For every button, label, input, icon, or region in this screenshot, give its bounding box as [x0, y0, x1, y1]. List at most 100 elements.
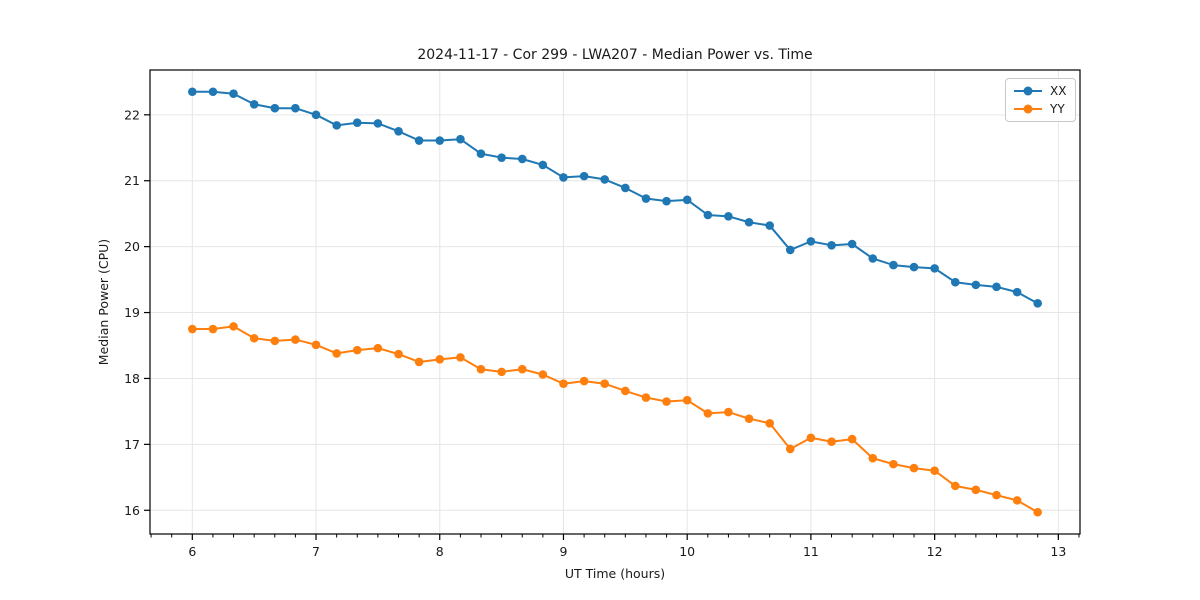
- series-YY-marker: [806, 433, 816, 443]
- series-XX-marker: [229, 89, 238, 99]
- x-tick-label: 6: [188, 544, 196, 559]
- series-YY-marker: [270, 336, 280, 346]
- series-XX-marker: [517, 154, 527, 164]
- series-XX-marker: [600, 175, 609, 184]
- series-YY-marker: [744, 414, 754, 423]
- series-YY-marker: [249, 333, 259, 343]
- series-XX-marker: [579, 171, 589, 181]
- series-XX-marker: [497, 153, 506, 162]
- series-XX-line: [192, 90, 1039, 305]
- series-YY-marker: [909, 463, 919, 473]
- legend-swatch-xx: [1014, 86, 1042, 96]
- legend-item-xx: XX: [1014, 83, 1067, 99]
- series-YY-marker: [435, 355, 445, 364]
- series-YY-marker: [765, 418, 775, 428]
- series-XX-marker: [394, 126, 403, 136]
- series-XX-marker: [476, 149, 486, 159]
- x-tick-label: 13: [1050, 544, 1066, 559]
- series-YY-marker: [394, 349, 403, 359]
- y-tick-label: 18: [124, 371, 140, 386]
- legend-swatch-yy: [1014, 104, 1042, 114]
- series-XX-marker: [435, 136, 445, 145]
- legend-marker-xx-icon: [1023, 86, 1033, 96]
- series-XX-marker: [456, 134, 465, 144]
- series-YY-marker: [538, 370, 548, 379]
- series-YY-marker: [373, 343, 383, 353]
- legend-item-yy: YY: [1014, 101, 1067, 117]
- y-tick-label: 16: [124, 503, 140, 518]
- x-tick-label: 10: [679, 544, 695, 559]
- series-XX-marker: [208, 87, 218, 97]
- y-tick-label: 21: [124, 173, 140, 188]
- series-YY-marker: [332, 349, 341, 358]
- series-XX-marker: [352, 118, 362, 128]
- series-XX-marker: [641, 194, 651, 203]
- series-YY-marker: [476, 364, 486, 374]
- series-XX-marker: [992, 282, 1001, 292]
- series-YY-marker: [559, 379, 568, 389]
- series-XX-marker: [538, 160, 548, 170]
- series-XX-marker: [889, 260, 898, 270]
- series-YY-marker: [311, 340, 321, 350]
- series-XX-marker: [1033, 299, 1042, 308]
- series-YY-marker: [621, 386, 630, 396]
- series-XX-marker: [806, 237, 816, 246]
- series-YY-marker: [868, 453, 878, 463]
- series-YY-marker: [188, 324, 197, 334]
- y-tick-label: 19: [124, 305, 140, 320]
- x-tick-label: 7: [312, 544, 320, 559]
- x-tick-label: 9: [559, 544, 567, 559]
- series-YY-marker: [497, 367, 506, 377]
- series-YY-marker: [1012, 496, 1022, 505]
- series-XX-marker: [188, 87, 197, 97]
- series-XX-marker: [270, 103, 280, 113]
- x-axis-label: UT Time (hours): [565, 566, 665, 581]
- y-tick-label: 22: [124, 107, 140, 122]
- series-XX-marker: [373, 119, 383, 128]
- series-XX-marker: [1012, 287, 1022, 297]
- series-XX-marker: [703, 210, 713, 220]
- legend-marker-yy-icon: [1023, 104, 1033, 114]
- series-YY-marker: [291, 335, 300, 344]
- y-axis-label: Median Power (CPU): [96, 239, 111, 365]
- plot-border: [149, 69, 1081, 535]
- series-YY-marker: [641, 393, 651, 402]
- series-YY-marker: [682, 395, 692, 405]
- series-XX-marker: [291, 103, 300, 113]
- series-YY-marker: [414, 357, 424, 367]
- legend-label-yy: YY: [1050, 102, 1065, 116]
- series-XX-marker: [311, 110, 321, 120]
- series-XX-marker: [827, 241, 836, 250]
- series-XX-marker: [909, 262, 919, 272]
- series-YY-marker: [724, 407, 733, 417]
- series-XX-marker: [414, 136, 424, 145]
- series-XX-marker: [765, 221, 775, 230]
- series-XX-marker: [559, 173, 568, 182]
- series-YY-marker: [517, 364, 527, 374]
- legend-label-xx: XX: [1050, 84, 1067, 98]
- chart-title: 2024-11-17 - Cor 299 - LWA207 - Median P…: [417, 47, 812, 63]
- series-XX-marker: [332, 121, 341, 130]
- legend: XX YY: [1005, 78, 1076, 122]
- series-YY-marker: [847, 434, 857, 444]
- series-YY-marker: [208, 324, 218, 334]
- series-XX-marker: [682, 195, 692, 205]
- series-YY-line: [192, 325, 1039, 514]
- y-tick-label: 17: [124, 437, 140, 452]
- series-XX-marker: [724, 212, 733, 221]
- series-YY-marker: [600, 379, 609, 389]
- x-tick-label: 11: [803, 544, 819, 559]
- x-tick-label: 12: [927, 544, 943, 559]
- series-YY-marker: [662, 397, 671, 406]
- series-XX-marker: [249, 99, 259, 109]
- x-tick-label: 8: [436, 544, 444, 559]
- series-XX-marker: [785, 245, 795, 255]
- series-XX-marker: [868, 254, 878, 263]
- series-XX-marker: [950, 277, 960, 287]
- series-XX-marker: [621, 183, 630, 193]
- series-YY-marker: [827, 437, 836, 447]
- series-XX-marker: [662, 196, 671, 206]
- series-YY-marker: [352, 345, 362, 355]
